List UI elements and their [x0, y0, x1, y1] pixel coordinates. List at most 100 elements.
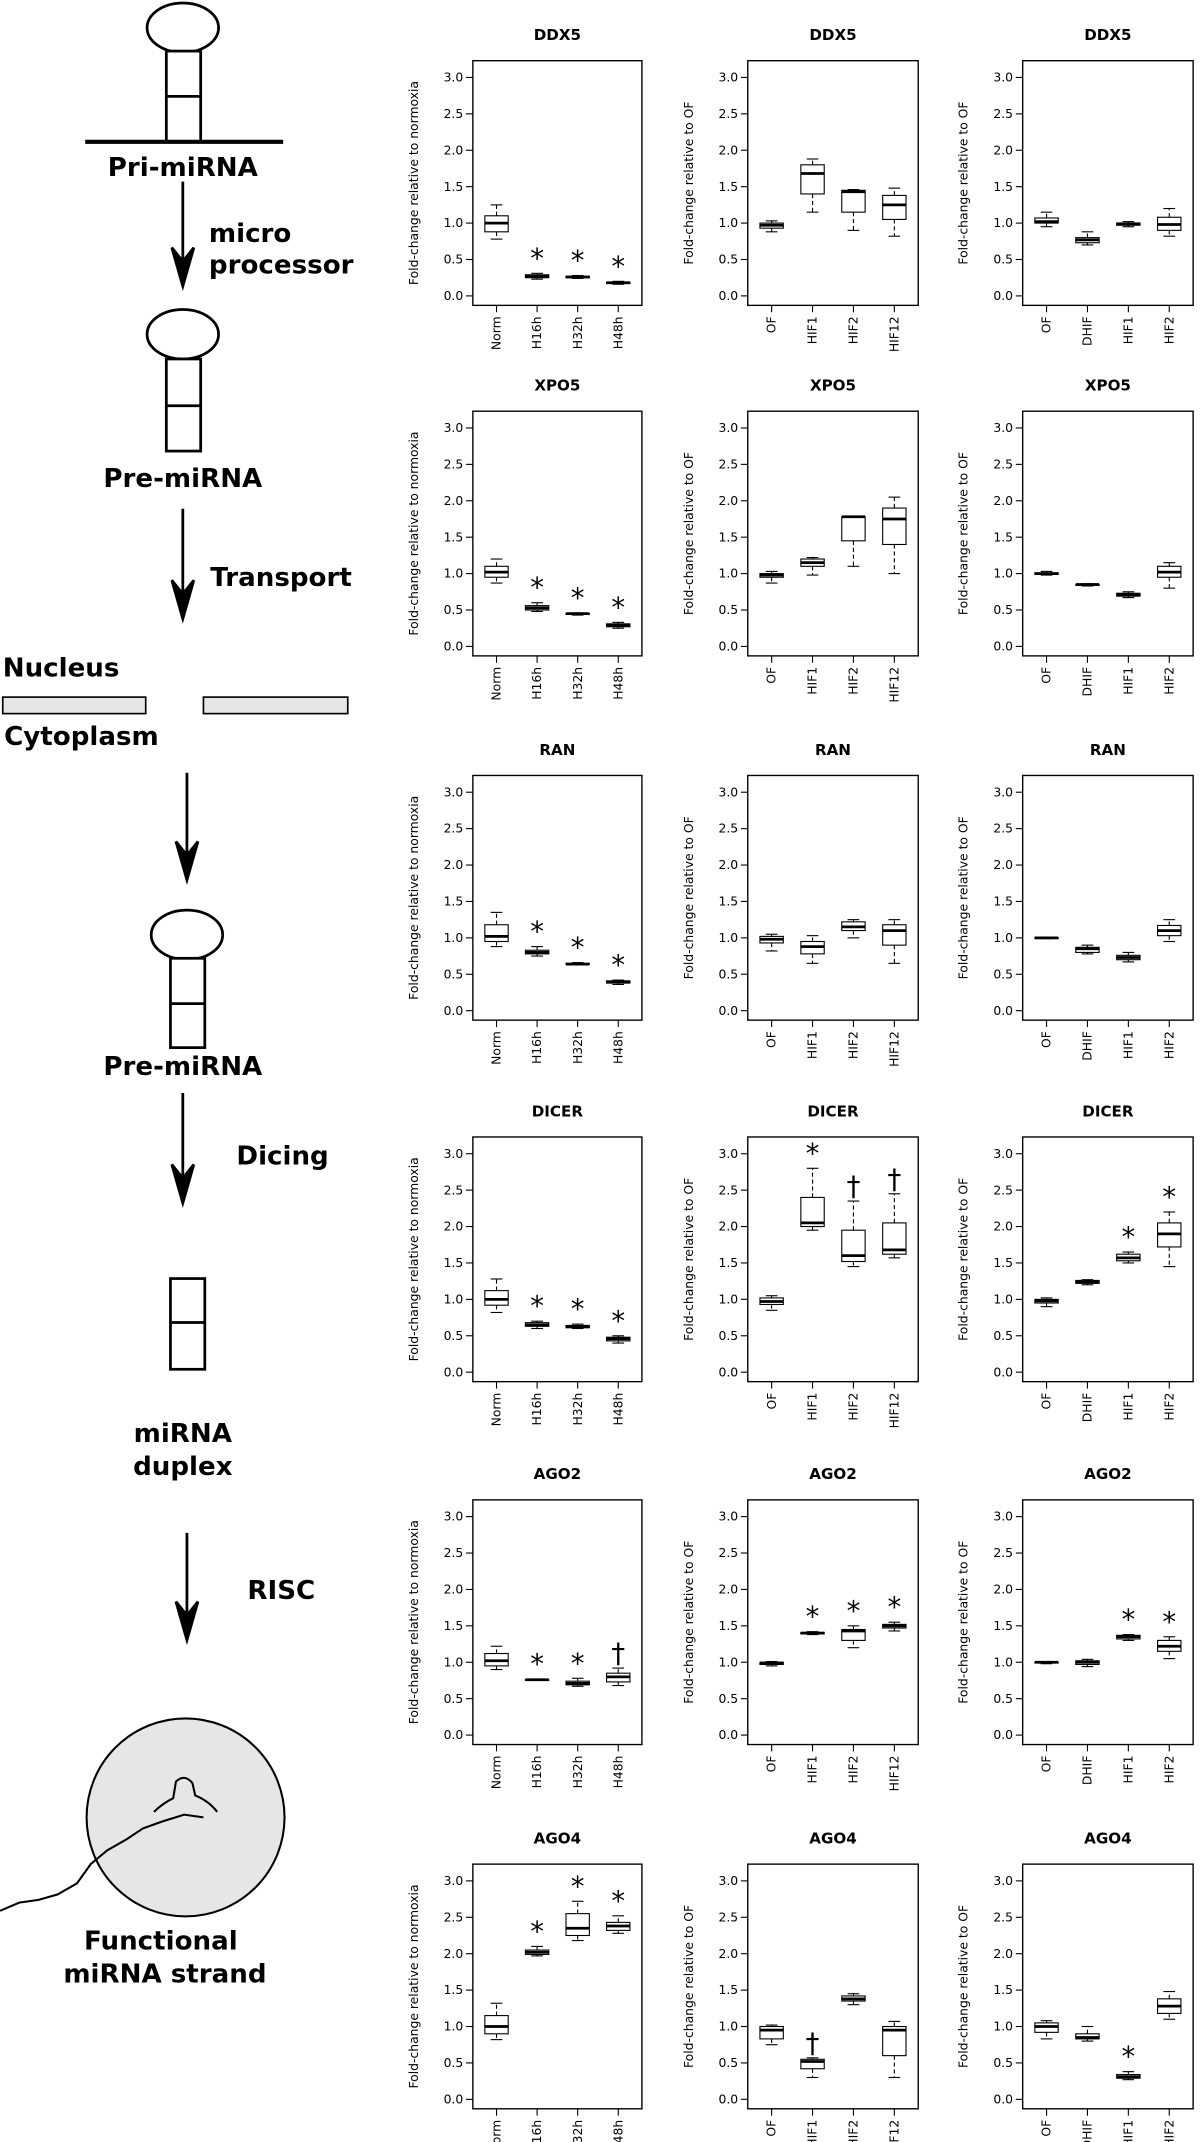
box-plot: AGO4 Fold-change relative to normoxia 0.0 0… [407, 1830, 643, 2142]
box-plot: AGO2 Fold-change relative to normoxia 0.0 0… [407, 1465, 643, 1789]
y-tick-label: 0.5 [993, 2056, 1013, 2070]
x-tick-label: OF [1040, 1756, 1054, 1773]
box-plot: AGO4 Fold-change relative to OF 0.0 0.5 1.0 1… [682, 1830, 919, 2142]
y-tick-label: 3.0 [444, 71, 464, 85]
y-tick-label: 0.0 [993, 640, 1013, 654]
y-tick-label: 1.5 [718, 1983, 738, 1997]
chart-title: AGO2 [809, 1465, 856, 1483]
y-tick-label: 2.5 [444, 822, 464, 836]
x-tick-label: H16h [530, 667, 544, 700]
x-tick-label: HIF1 [1121, 2120, 1135, 2142]
y-tick-label: 1.5 [993, 1619, 1013, 1633]
plot-frame [1021, 60, 1194, 307]
plot-frame [472, 60, 643, 307]
significance-mark: * [611, 950, 625, 982]
y-tick-label: 3.0 [444, 421, 464, 435]
chart-title: DICER [1082, 1102, 1134, 1120]
box-plot: AGO2 Fold-change relative to OF 0.0 0.5 1.0 1… [682, 1465, 919, 1791]
box-plot: DDX5 Fold-change relative to normoxia 0.0 0… [407, 26, 643, 350]
y-tick-label: 0.5 [993, 1329, 1013, 1343]
arrow-head [170, 1163, 196, 1208]
y-tick-label: 2.5 [444, 457, 464, 471]
hairpin-loop [145, 308, 220, 361]
y-tick-label: 2.5 [718, 1546, 738, 1560]
x-tick-label: OF [765, 2120, 779, 2137]
x-tick-label: OF [765, 1031, 779, 1048]
membrane [1, 696, 147, 715]
label: Transport [210, 563, 352, 593]
significance-mark: * [530, 1916, 544, 1948]
y-tick-label: 2.0 [718, 1220, 738, 1234]
label: Pre-miRNA [103, 1052, 263, 1082]
y-tick-label: 3.0 [993, 1510, 1013, 1524]
label: Pri-miRNA [108, 153, 259, 183]
y-tick-label: 0.0 [718, 289, 738, 303]
y-tick-label: 0.0 [993, 1004, 1013, 1018]
plot-frame [747, 60, 919, 307]
plot-frame [747, 410, 919, 657]
y-tick-label: 3.0 [718, 1147, 738, 1161]
y-tick-label: 0.5 [993, 1692, 1013, 1706]
chart-title: AGO4 [1084, 1830, 1131, 1848]
risc-shape [153, 1776, 219, 1813]
y-axis-label: Fold-change relative to normoxia [407, 1157, 421, 1361]
y-axis-label: Fold-change relative to normoxia [407, 1520, 421, 1724]
y-tick-label: 1.5 [718, 180, 738, 194]
y-tick-label: 3.0 [993, 1874, 1013, 1888]
membrane [202, 696, 349, 715]
label: RISC [247, 1576, 315, 1606]
x-tick-label: H32h [571, 2120, 585, 2142]
y-tick-label: 0.0 [993, 289, 1013, 303]
box [882, 924, 907, 946]
y-axis-label: Fold-change relative to OF [957, 1178, 971, 1341]
y-tick-label: 1.5 [993, 895, 1013, 909]
y-tick-label: 0.0 [718, 1728, 738, 1742]
x-tick-label: HIF12 [887, 667, 901, 703]
label: Functional [84, 1926, 238, 1956]
box-plot: AGO4 Fold-change relative to OF 0.0 0.5 1.0 1… [957, 1830, 1194, 2142]
plot-frame [472, 774, 643, 1021]
y-axis-label: Fold-change relative to normoxia [407, 796, 421, 1000]
x-tick-label: HIF1 [806, 2120, 820, 2142]
y-tick-label: 2.0 [993, 1583, 1013, 1597]
x-tick-label: Norm [490, 667, 504, 701]
label: Dicing [236, 1141, 328, 1171]
x-tick-label: HIF2 [1162, 2120, 1176, 2142]
significance-mark: † [806, 2027, 820, 2059]
arrow-head [174, 1600, 200, 1646]
y-axis-label: Fold-change relative to OF [682, 1905, 696, 2068]
x-tick-label: HIF2 [847, 667, 861, 695]
significance-mark: * [530, 916, 544, 948]
x-tick-label: HIF1 [806, 1393, 820, 1421]
y-tick-label: 1.0 [444, 1655, 464, 1669]
x-tick-label: HIF1 [1121, 316, 1135, 344]
chart-title: XPO5 [810, 377, 856, 395]
y-tick-label: 3.0 [444, 1510, 464, 1524]
x-tick-label: DHIF [1081, 1031, 1095, 1061]
y-tick-label: 2.0 [993, 143, 1013, 157]
y-tick-label: 0.5 [444, 253, 464, 267]
y-tick-label: 0.5 [718, 2056, 738, 2070]
box [882, 1222, 907, 1255]
significance-mark: * [611, 251, 625, 283]
y-tick-label: 0.0 [993, 1728, 1013, 1742]
hairpin-loop [149, 908, 225, 962]
x-tick-label: DHIF [1081, 316, 1095, 346]
label: miRNA [134, 1419, 233, 1449]
y-tick-label: 2.0 [444, 1220, 464, 1234]
box [841, 1229, 866, 1263]
y-tick-label: 0.0 [718, 1004, 738, 1018]
significance-mark: * [530, 572, 544, 604]
y-tick-label: 1.0 [444, 1292, 464, 1306]
x-tick-label: HIF2 [1162, 1393, 1176, 1421]
y-tick-label: 2.5 [444, 107, 464, 121]
arrow-head [170, 246, 196, 292]
x-tick-label: HIF2 [1162, 1031, 1176, 1059]
chart-title: DDX5 [809, 26, 856, 44]
y-tick-label: 0.0 [718, 2092, 738, 2106]
x-tick-label: H48h [611, 316, 625, 349]
x-tick-label: HIF1 [1121, 1031, 1135, 1059]
y-tick-label: 2.0 [718, 143, 738, 157]
y-tick-label: 1.0 [718, 216, 738, 230]
